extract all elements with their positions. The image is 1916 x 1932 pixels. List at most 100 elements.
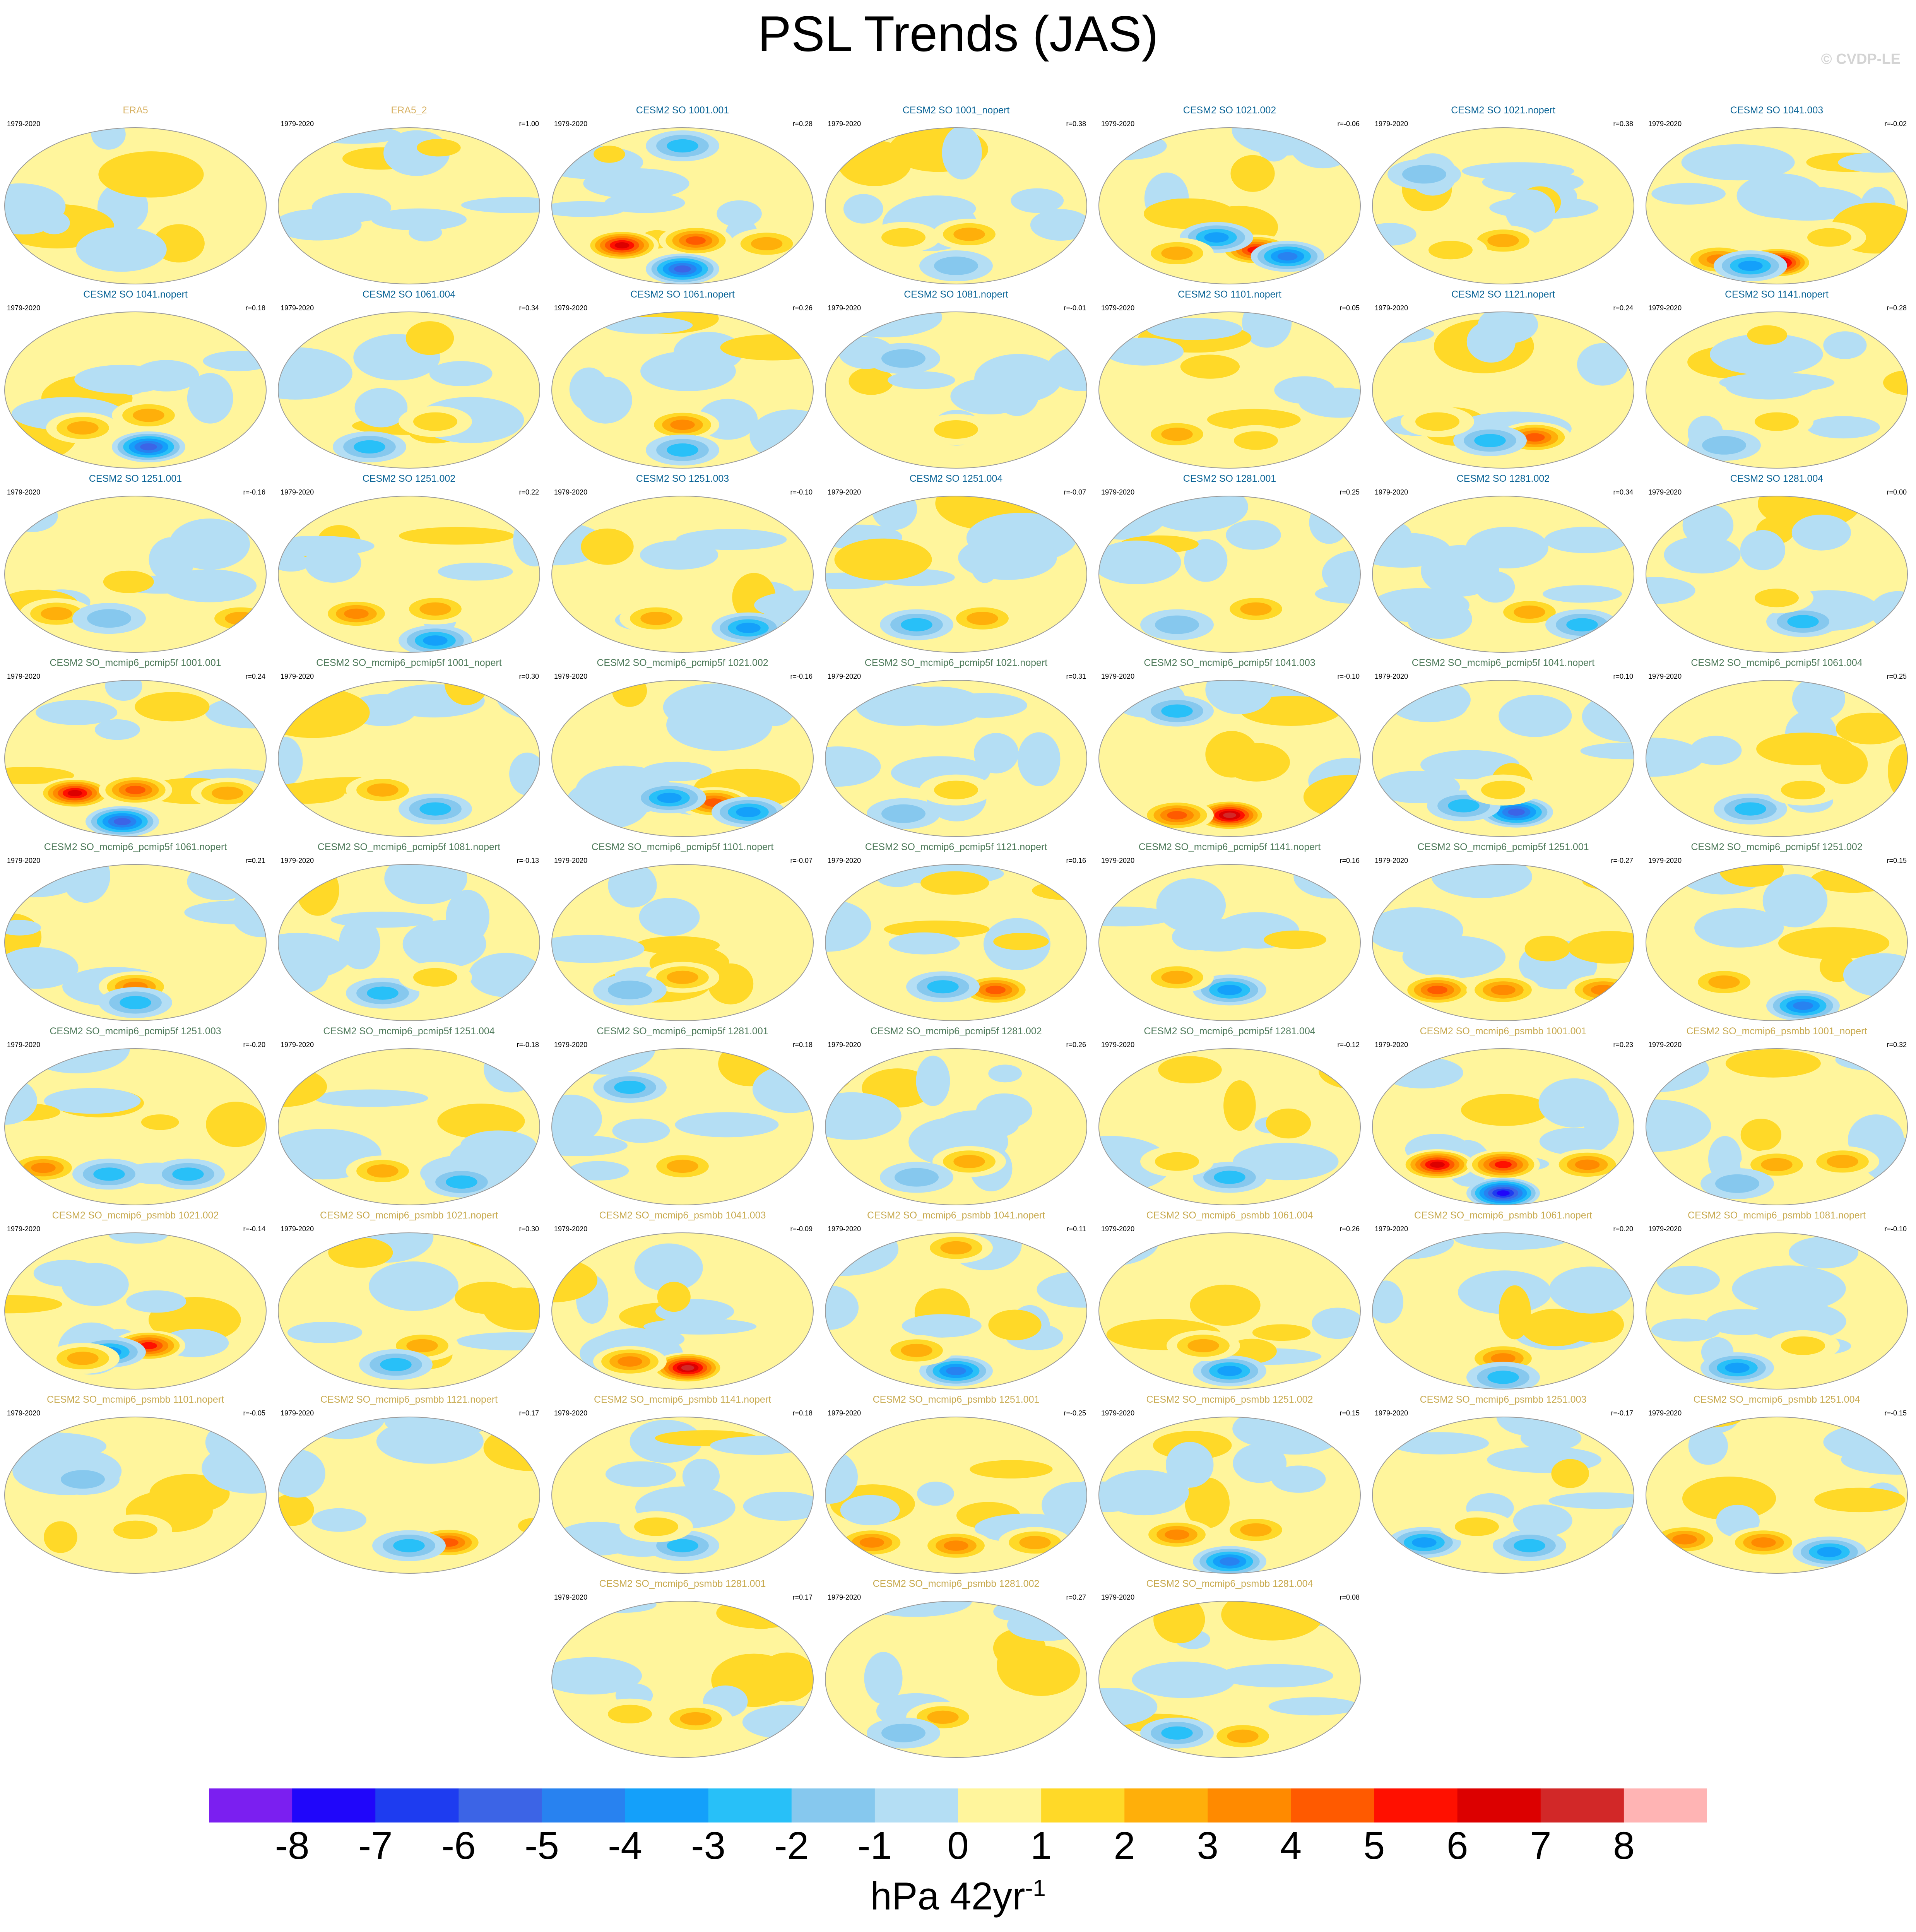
trend-anomaly (1234, 431, 1278, 450)
globe-outline (1372, 496, 1634, 653)
map-panel: CESM2 SO 1081.nopert 1979-2020 r=-0.01 (821, 289, 1091, 471)
colorbar-tick-label: -6 (441, 1824, 476, 1867)
panel-title: CESM2 SO_mcmip6_pcmip5f 1061.nopert (44, 842, 227, 852)
panel-title: CESM2 SO_mcmip6_psmbb 1251.002 (1146, 1394, 1313, 1405)
panel-period: 1979-2020 (7, 304, 41, 312)
trend-patch (1710, 334, 1823, 375)
trend-patch (278, 209, 362, 241)
panel-title: CESM2 SO_mcmip6_pcmip5f 1041.nopert (1411, 657, 1595, 668)
panel-title: CESM2 SO_mcmip6_psmbb 1041.003 (599, 1210, 766, 1221)
panel-period: 1979-2020 (7, 1225, 41, 1233)
globe-map (4, 680, 267, 837)
trend-patch (1252, 1324, 1311, 1341)
trend-patch (1309, 501, 1349, 544)
trend-patch (1646, 738, 1704, 777)
map-panel: CESM2 SO_mcmip6_psmbb 1061.nopert 1979-20… (1368, 1210, 1639, 1391)
trend-anomaly (1827, 1155, 1858, 1168)
globe-outline (278, 127, 540, 284)
trend-patch (1047, 347, 1087, 391)
trend-patch (666, 699, 772, 751)
trend-anomaly (406, 1339, 438, 1352)
trend-patch (1740, 530, 1786, 570)
trend-patch (438, 563, 513, 581)
panel-title: CESM2 SO_mcmip6_pcmip5f 1251.001 (1417, 842, 1589, 852)
trend-patch (583, 168, 689, 199)
colorbar (209, 1788, 1707, 1822)
trend-anomaly (367, 986, 399, 1000)
trend-patch (1524, 936, 1570, 962)
panel-period: 1979-2020 (828, 1593, 861, 1601)
trend-anomaly (1448, 799, 1480, 813)
panel-title: CESM2 SO_mcmip6_pcmip5f 1101.nopert (591, 842, 774, 852)
panel-title: CESM2 SO_mcmip6_pcmip5f 1041.003 (1144, 657, 1316, 668)
map-panel: ERA5 1979-2020 (0, 104, 271, 286)
trend-patch (1823, 331, 1867, 359)
panel-correlation: r=0.27 (1066, 1593, 1086, 1601)
trend-patch (384, 1417, 490, 1440)
trend-anomaly (901, 618, 932, 631)
trend-anomaly (927, 1710, 959, 1724)
trend-anomaly (1817, 1547, 1842, 1557)
globe-map (551, 864, 814, 1021)
trend-anomaly (367, 1164, 399, 1178)
trend-anomaly (1497, 1190, 1510, 1196)
globe-map (278, 127, 540, 284)
trend-patch (1567, 931, 1634, 964)
trend-patch (278, 737, 303, 786)
panel-correlation: r=-0.07 (1064, 488, 1086, 496)
trend-anomaly (1793, 1001, 1813, 1010)
colorbar-swatch (1623, 1788, 1707, 1822)
panel-title: CESM2 SO_mcmip6_pcmip5f 1121.nopert (865, 842, 1047, 852)
trend-patch (634, 1243, 703, 1292)
trend-patch (1264, 930, 1326, 949)
globe-map (1372, 496, 1634, 653)
trend-patch (1694, 908, 1784, 948)
colorbar-swatch (625, 1788, 709, 1822)
globe-map (551, 680, 814, 837)
map-panel: CESM2 SO_mcmip6_psmbb 1101.nopert 1979-20… (0, 1394, 271, 1576)
trend-patch (643, 1318, 757, 1335)
trend-patch (1030, 209, 1087, 241)
panel-period: 1979-2020 (1648, 120, 1682, 128)
trend-anomaly (413, 412, 457, 431)
globe-outline (825, 127, 1087, 284)
trend-anomaly (946, 1367, 966, 1375)
trend-anomaly (1217, 1366, 1242, 1376)
panel-period: 1979-2020 (1648, 304, 1682, 312)
colorbar-swatch (292, 1788, 376, 1822)
panel-period: 1979-2020 (554, 1593, 588, 1601)
globe-outline (1646, 864, 1908, 1021)
globe-outline (4, 311, 267, 469)
trend-patch (997, 1639, 1052, 1692)
map-panel: CESM2 SO 1041.nopert 1979-2020 r=0.18 (0, 289, 271, 471)
globe-map (1372, 1048, 1634, 1205)
trend-anomaly (944, 1540, 968, 1551)
trend-patch (1646, 1099, 1711, 1152)
panel-correlation: r=0.05 (1339, 304, 1360, 312)
globe-outline (825, 1417, 1087, 1574)
trend-patch (1745, 1302, 1846, 1342)
map-panel-grid: ERA5 1979-2020 ERA5_2 1979-2020 r=1.00 CESM2 … (0, 104, 1908, 1758)
trend-patch (1099, 1481, 1153, 1512)
panel-title: CESM2 SO_mcmip6_pcmip5f 1061.004 (1691, 657, 1863, 668)
globe-outline (1646, 1048, 1908, 1205)
trend-anomaly (1430, 1161, 1445, 1168)
panel-correlation: r=0.30 (519, 673, 539, 680)
trend-patch (988, 1064, 1022, 1083)
globe-outline (1372, 1417, 1634, 1574)
trend-patch (916, 1056, 950, 1106)
trend-patch (1407, 599, 1472, 639)
panel-correlation: r=0.34 (519, 304, 539, 312)
globe-outline (825, 1232, 1087, 1390)
panel-correlation: r=1.00 (519, 120, 539, 128)
map-panel: CESM2 SO_mcmip6_pcmip5f 1141.nopert 1979-… (1094, 841, 1365, 1023)
panel-period: 1979-2020 (1101, 673, 1135, 680)
globe-map (1098, 311, 1361, 469)
panel-title: CESM2 SO_mcmip6_psmbb 1021.nopert (320, 1210, 498, 1221)
trend-anomaly (1402, 165, 1446, 184)
colorbar-unit-label: hPa 42yr-1 (0, 1865, 1916, 1919)
globe-outline (4, 1232, 267, 1390)
panel-period: 1979-2020 (1101, 488, 1135, 496)
panel-period: 1979-2020 (1101, 857, 1135, 864)
trend-patch (1719, 373, 1835, 392)
